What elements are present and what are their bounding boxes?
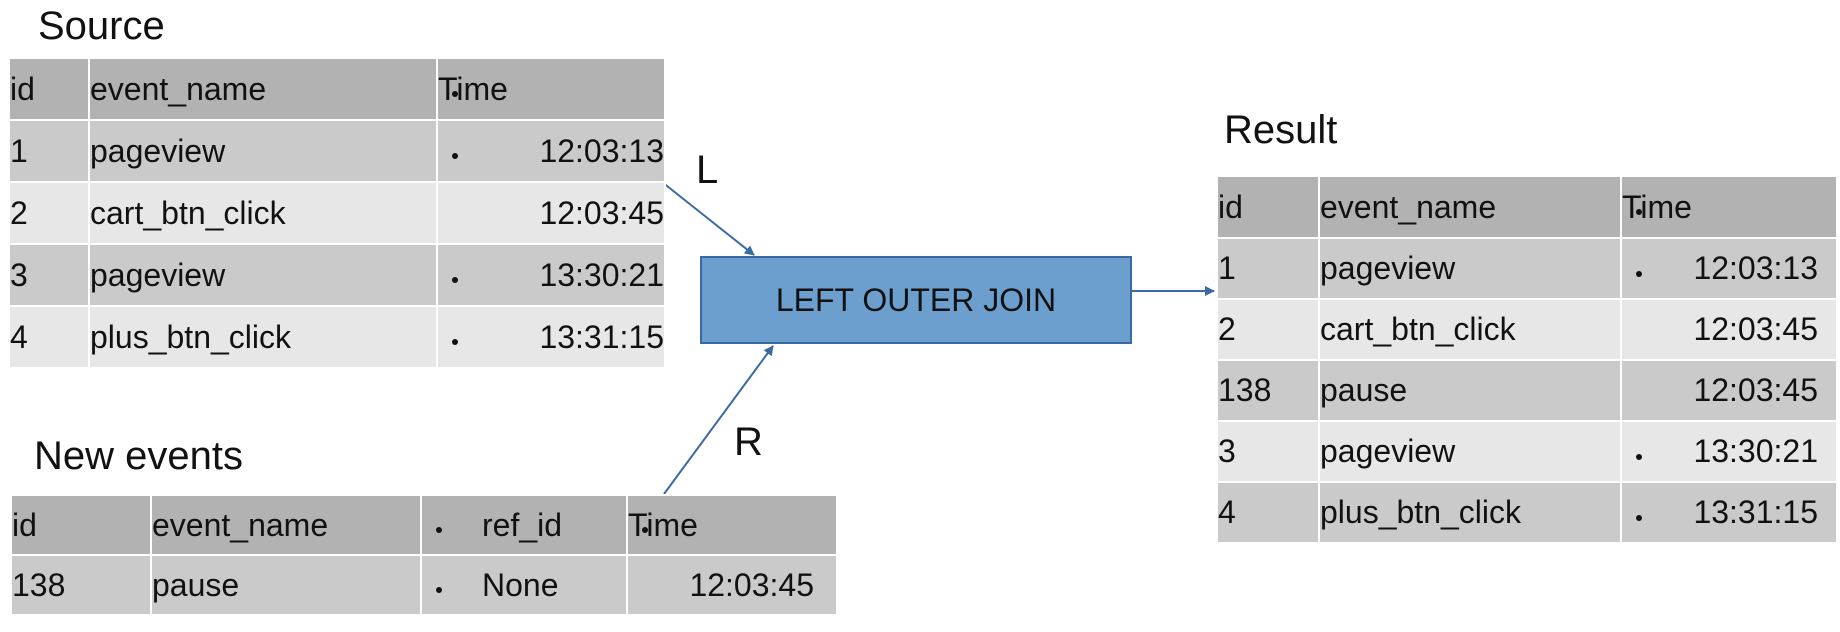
bullet-icon xyxy=(1636,514,1642,521)
table-row: 4 plus_btn_click 13:31:15 xyxy=(1216,481,1838,544)
new-events-header-ref-id: ref_id xyxy=(420,494,628,556)
cell-time: 13:31:15 xyxy=(436,305,666,369)
cell-time: 12:03:13 xyxy=(436,119,666,183)
cell-ref-id: None xyxy=(420,554,628,616)
cell-time: 12:03:45 xyxy=(1620,359,1838,422)
new-events-header-event-name: event_name xyxy=(150,494,422,556)
cell-event-name: pageview xyxy=(88,119,438,183)
table-row: 138 pause 12:03:45 xyxy=(1216,359,1838,422)
cell-event-name: plus_btn_click xyxy=(88,305,438,369)
bullet-icon xyxy=(452,277,458,283)
cell-time: 12:03:45 xyxy=(626,554,838,616)
source-table: id event_name Time 1 pageview 12:03:13 2… xyxy=(8,57,666,369)
new-events-header-row: id event_name ref_id Time xyxy=(10,494,838,556)
bullet-icon xyxy=(1636,270,1642,277)
cell-id: 2 xyxy=(1216,298,1320,361)
cell-event-name: cart_btn_click xyxy=(1318,298,1622,361)
new-events-header-time: Time xyxy=(626,494,838,556)
left-input-label: L xyxy=(696,148,719,192)
new-events-table: id event_name ref_id Time 138 pause None… xyxy=(10,494,838,616)
cell-time: 12:03:45 xyxy=(436,181,666,245)
bullet-icon xyxy=(1636,209,1642,215)
cell-time: 13:30:21 xyxy=(436,243,666,307)
table-row: 138 pause None 12:03:45 xyxy=(10,554,838,616)
bullet-icon xyxy=(436,587,442,593)
table-row: 1 pageview 12:03:13 xyxy=(8,119,666,183)
cell-id: 138 xyxy=(10,554,152,616)
bullet-icon xyxy=(642,527,648,533)
bullet-icon xyxy=(452,91,458,97)
result-header-id: id xyxy=(1216,175,1320,239)
bullet-icon xyxy=(436,527,442,533)
left-outer-join-box: LEFT OUTER JOIN xyxy=(700,256,1132,344)
bullet-icon xyxy=(452,153,458,159)
cell-id: 4 xyxy=(1216,481,1320,544)
result-header-row: id event_name Time xyxy=(1216,175,1838,239)
join-label: LEFT OUTER JOIN xyxy=(775,281,1057,318)
cell-event-name: pause xyxy=(1318,359,1622,422)
cell-event-name: pageview xyxy=(88,243,438,307)
cell-id: 1 xyxy=(8,119,90,183)
right-arrow xyxy=(663,345,774,495)
bullet-icon xyxy=(1636,453,1642,460)
bullet-icon xyxy=(452,339,458,345)
result-title: Result xyxy=(1224,108,1338,152)
left-arrow xyxy=(661,181,755,256)
new-events-title: New events xyxy=(34,434,243,478)
result-header-event-name: event_name xyxy=(1318,175,1622,239)
cell-id: 138 xyxy=(1216,359,1320,422)
cell-id: 4 xyxy=(8,305,90,369)
cell-id: 3 xyxy=(1216,420,1320,483)
cell-id: 2 xyxy=(8,181,90,245)
table-row: 2 cart_btn_click 12:03:45 xyxy=(1216,298,1838,361)
cell-event-name: pause xyxy=(150,554,422,616)
source-header-event-name: event_name xyxy=(88,57,438,121)
table-row: 3 pageview 13:30:21 xyxy=(8,243,666,307)
result-header-time: Time xyxy=(1620,175,1838,239)
source-header-row: id event_name Time xyxy=(8,57,666,121)
cell-event-name: plus_btn_click xyxy=(1318,481,1622,544)
cell-time: 12:03:45 xyxy=(1620,298,1838,361)
cell-time: 12:03:13 xyxy=(1620,237,1838,300)
table-row: 2 cart_btn_click 12:03:45 xyxy=(8,181,666,245)
result-table: id event_name Time 1 pageview 12:03:13 2… xyxy=(1216,175,1838,544)
source-header-id: id xyxy=(8,57,90,121)
source-title: Source xyxy=(38,4,165,48)
new-events-header-id: id xyxy=(10,494,152,556)
table-row: 4 plus_btn_click 13:31:15 xyxy=(8,305,666,369)
cell-id: 3 xyxy=(8,243,90,307)
cell-event-name: cart_btn_click xyxy=(88,181,438,245)
cell-id: 1 xyxy=(1216,237,1320,300)
source-header-time: Time xyxy=(436,57,666,121)
cell-event-name: pageview xyxy=(1318,420,1622,483)
table-row: 3 pageview 13:30:21 xyxy=(1216,420,1838,483)
cell-time: 13:31:15 xyxy=(1620,481,1838,544)
cell-event-name: pageview xyxy=(1318,237,1622,300)
cell-time: 13:30:21 xyxy=(1620,420,1838,483)
right-input-label: R xyxy=(734,420,763,464)
table-row: 1 pageview 12:03:13 xyxy=(1216,237,1838,300)
